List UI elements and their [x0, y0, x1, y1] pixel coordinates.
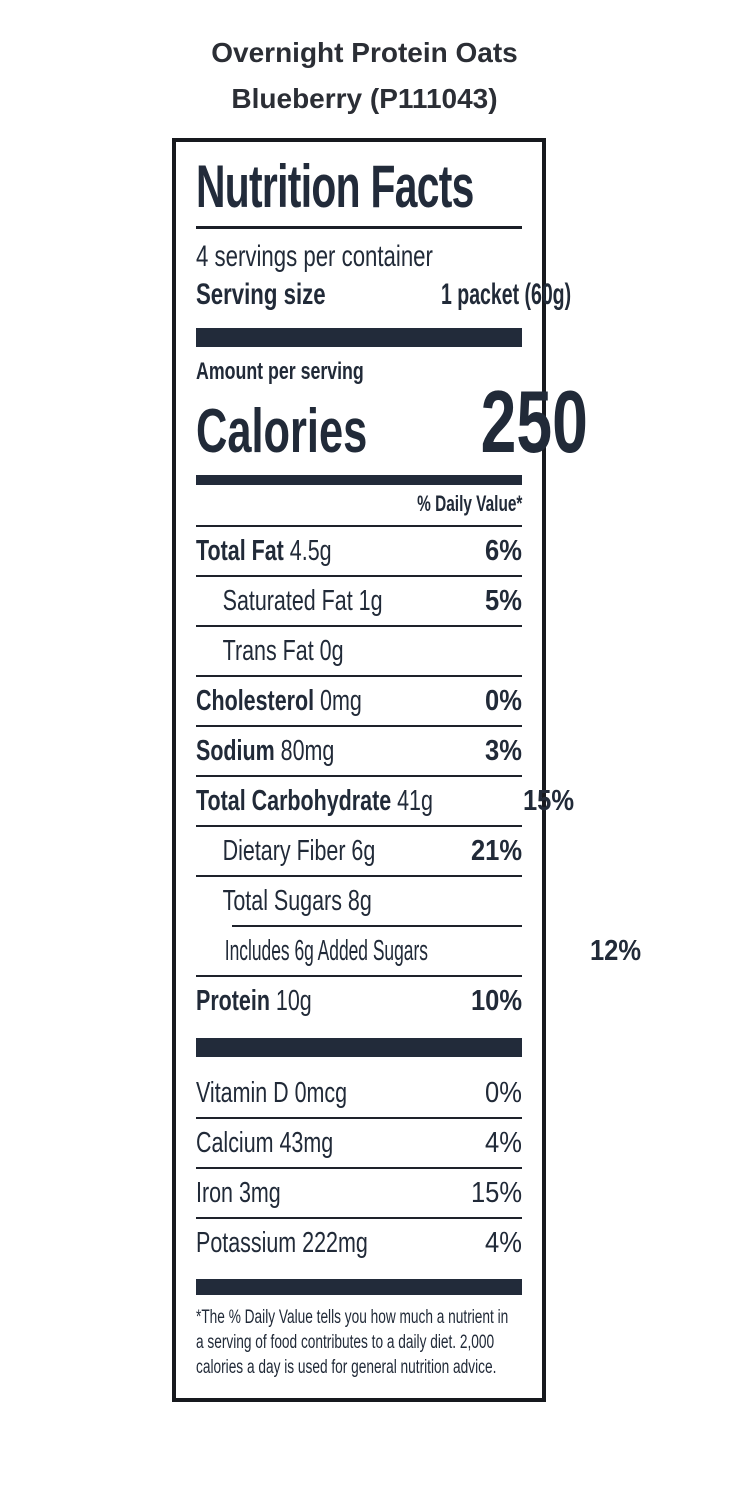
divider [196, 675, 522, 677]
nutrient-row-total-carbohydrate: Total Carbohydrate 41g 15% [196, 777, 574, 825]
nutrient-daily-value: 0% [485, 685, 522, 717]
nutrient-name: Total Fat 4.5g [196, 535, 332, 567]
daily-value-header-text: % Daily Value* [416, 491, 522, 516]
nutrient-name-rest: 4.5g [283, 535, 332, 567]
micronutrient-name: Calcium 43mg [196, 1127, 334, 1159]
divider [196, 525, 522, 527]
product-title: Overnight Protein Oats Blueberry (P11104… [0, 0, 729, 122]
micronutrient-row-calcium: Calcium 43mg 4% [196, 1119, 522, 1167]
serving-size-row: Serving size 1 packet (60g) [196, 275, 571, 315]
separator-bar-top [196, 328, 522, 347]
daily-value-header: % Daily Value* [196, 491, 522, 517]
serving-size-label: Serving size [196, 278, 326, 311]
micronutrient-row-vitamin-d: Vitamin D 0mcg 0% [196, 1069, 522, 1117]
calories-label: Calories [196, 399, 441, 465]
nutrient-name: Protein 10g [196, 985, 312, 1017]
nutrient-name: Includes 6g Added Sugars [196, 935, 428, 967]
nutrient-daily-value: 12% [589, 935, 641, 967]
nutrient-row-total-fat: Total Fat 4.5g 6% [196, 527, 522, 575]
nutrient-row-sodium: Sodium 80mg 3% [196, 727, 522, 775]
calories-label-text: Calories [196, 397, 368, 466]
nutrient-name-rest: 10g [269, 985, 312, 1017]
nutrient-name-rest: Dietary Fiber 6g [222, 835, 376, 867]
micronutrient-name: Vitamin D 0mcg [196, 1077, 348, 1109]
nutrient-daily-value: 3% [485, 735, 522, 767]
calories-value-text: 250 [480, 372, 588, 471]
nutrient-row-trans-fat: Trans Fat 0g [196, 627, 522, 675]
nutrition-facts-heading-text: Nutrition Facts [196, 153, 474, 220]
nutrient-name: Cholesterol 0mg [196, 685, 362, 717]
nutrition-facts-heading: Nutrition Facts [196, 152, 522, 222]
footnote-line: a serving of food contributes to a daily… [196, 1332, 495, 1353]
amount-per-serving-text: Amount per serving [196, 358, 364, 385]
nutrient-name-rest: Includes 6g Added Sugars [224, 935, 428, 967]
nutrient-name: Sodium 80mg [196, 735, 334, 767]
nutrient-daily-value: 5% [485, 585, 522, 617]
nutrient-row-dietary-fiber: Dietary Fiber 6g 21% [196, 827, 522, 875]
nutrition-facts-label: Nutrition Facts 4 servings per container… [172, 138, 641, 1402]
separator-bar-calories [196, 475, 522, 485]
nutrient-name-bold: Total Fat [196, 535, 284, 567]
micronutrient-daily-value: 0% [485, 1077, 522, 1109]
divider [196, 825, 522, 827]
nutrient-name-rest: 80mg [274, 735, 335, 767]
nutrient-name-rest: 41g [391, 785, 433, 817]
divider [196, 1167, 522, 1169]
divider-indented [232, 925, 522, 927]
divider [196, 875, 522, 877]
nutrient-daily-value: 10% [470, 985, 522, 1017]
footnote-line: calories a day is used for general nutri… [196, 1357, 497, 1378]
nutrient-name: Trans Fat 0g [196, 635, 344, 667]
amount-per-serving: Amount per serving [196, 359, 522, 385]
product-title-line1: Overnight Protein Oats [211, 37, 518, 68]
nutrient-name-bold: Cholesterol [196, 685, 315, 717]
nutrient-name-bold: Sodium [196, 735, 275, 767]
nutrient-name: Saturated Fat 1g [196, 585, 383, 617]
serving-size-value: 1 packet (60g) [441, 278, 572, 311]
nutrient-daily-value: 21% [470, 835, 522, 867]
heading-rule [196, 226, 522, 229]
footnote-line: *The % Daily Value tells you how much a … [196, 1307, 509, 1328]
divider [196, 1117, 522, 1119]
micronutrient-row-iron: Iron 3mg 15% [196, 1169, 522, 1217]
divider [196, 1217, 522, 1219]
micronutrient-name: Iron 3mg [196, 1177, 281, 1209]
nutrient-daily-value: 6% [485, 535, 522, 567]
micronutrient-daily-value: 4% [485, 1127, 522, 1159]
servings-per-container: 4 servings per container [196, 239, 522, 275]
micronutrient-daily-value: 15% [470, 1177, 522, 1209]
nutrient-name-bold: Total Carbohydrate [196, 785, 392, 817]
nutrient-name: Total Carbohydrate 41g [196, 785, 433, 817]
calories-row: Calories 250 [196, 378, 588, 466]
divider [196, 725, 522, 727]
separator-bar-protein [196, 1038, 522, 1057]
daily-value-footnote: *The % Daily Value tells you how much a … [196, 1305, 522, 1380]
nutrient-name: Total Sugars 8g [196, 885, 372, 917]
nutrient-daily-value: 15% [523, 785, 575, 817]
nutrient-row-cholesterol: Cholesterol 0mg 0% [196, 677, 522, 725]
nutrient-name-rest: 0mg [314, 685, 362, 717]
divider [196, 975, 522, 977]
calories-value: 250 [441, 372, 588, 471]
nutrient-row-total-sugars: Total Sugars 8g [196, 877, 522, 925]
nutrient-name-rest: Trans Fat 0g [222, 635, 344, 667]
nutrient-row-saturated-fat: Saturated Fat 1g 5% [196, 577, 522, 625]
nutrient-row-protein: Protein 10g 10% [196, 977, 522, 1025]
divider [196, 625, 522, 627]
separator-bar-bottom [196, 1279, 522, 1295]
nutrient-name-rest: Saturated Fat 1g [222, 585, 383, 617]
nutrient-name: Dietary Fiber 6g [196, 835, 376, 867]
micronutrient-row-potassium: Potassium 222mg 4% [196, 1219, 522, 1267]
divider [196, 775, 522, 777]
micronutrient-name: Potassium 222mg [196, 1227, 368, 1259]
divider [196, 575, 522, 577]
micronutrient-daily-value: 4% [485, 1227, 522, 1259]
servings-per-container-text: 4 servings per container [196, 240, 433, 273]
nutrient-name-bold: Protein [196, 985, 270, 1017]
nutrient-name-rest: Total Sugars 8g [222, 885, 372, 917]
product-title-line2: Blueberry (P111043) [231, 83, 498, 114]
nutrient-row-added-sugars: Includes 6g Added Sugars 12% [196, 927, 641, 975]
